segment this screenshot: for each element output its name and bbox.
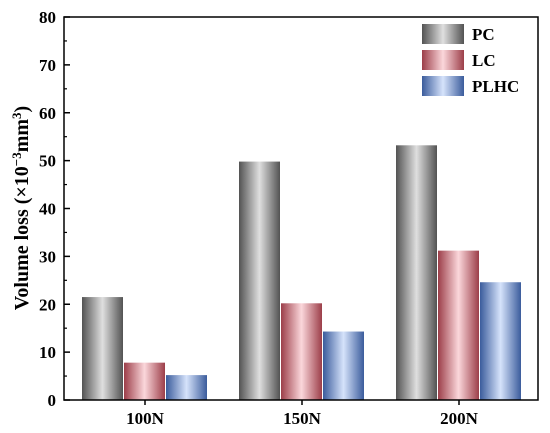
y-tick-label: 50 bbox=[39, 152, 56, 171]
y-axis-label-exp1: −3 bbox=[9, 152, 24, 166]
legend: PC LC PLHC bbox=[422, 24, 519, 96]
bar-plhc-200n bbox=[480, 282, 521, 400]
bar-plhc-100n bbox=[166, 375, 207, 400]
y-axis-label-exp2: 3 bbox=[9, 112, 24, 119]
x-tick-label: 100N bbox=[126, 409, 165, 428]
legend-label-plhc: PLHC bbox=[472, 77, 519, 96]
bar-lc-150n bbox=[281, 303, 322, 400]
bar-pc-200n bbox=[396, 145, 437, 400]
y-axis-label: Volume loss (×10−3mm3) bbox=[9, 106, 34, 310]
y-tick-label: 30 bbox=[39, 247, 56, 266]
x-tick-label: 150N bbox=[283, 409, 322, 428]
y-tick-label: 60 bbox=[39, 104, 56, 123]
y-axis-label-prefix: Volume loss (×10 bbox=[11, 166, 33, 310]
legend-swatch-pc bbox=[422, 24, 464, 44]
x-tick-label: 200N bbox=[440, 409, 479, 428]
x-axis: 100N 150N 200N bbox=[126, 400, 479, 428]
y-tick-label: 80 bbox=[39, 8, 56, 27]
bar-lc-200n bbox=[438, 250, 479, 400]
legend-swatch-plhc bbox=[422, 76, 464, 96]
y-axis-label-suffix: ) bbox=[11, 106, 33, 113]
bar-plhc-150n bbox=[323, 331, 364, 400]
y-tick-label: 40 bbox=[39, 200, 56, 219]
y-tick-label: 20 bbox=[39, 295, 56, 314]
y-tick-label: 70 bbox=[39, 56, 56, 75]
y-axis-label-mid: mm bbox=[11, 119, 33, 153]
y-tick-label: 0 bbox=[48, 391, 57, 410]
bar-pc-100n bbox=[82, 297, 123, 400]
bar-lc-100n bbox=[124, 362, 165, 400]
legend-swatch-lc bbox=[422, 50, 464, 70]
bars-layer bbox=[82, 145, 521, 400]
y-tick-label: 10 bbox=[39, 343, 56, 362]
legend-label-pc: PC bbox=[472, 25, 495, 44]
y-axis: 0 10 20 30 40 50 60 70 80 bbox=[39, 8, 70, 410]
legend-label-lc: LC bbox=[472, 51, 496, 70]
bar-pc-150n bbox=[239, 161, 280, 400]
